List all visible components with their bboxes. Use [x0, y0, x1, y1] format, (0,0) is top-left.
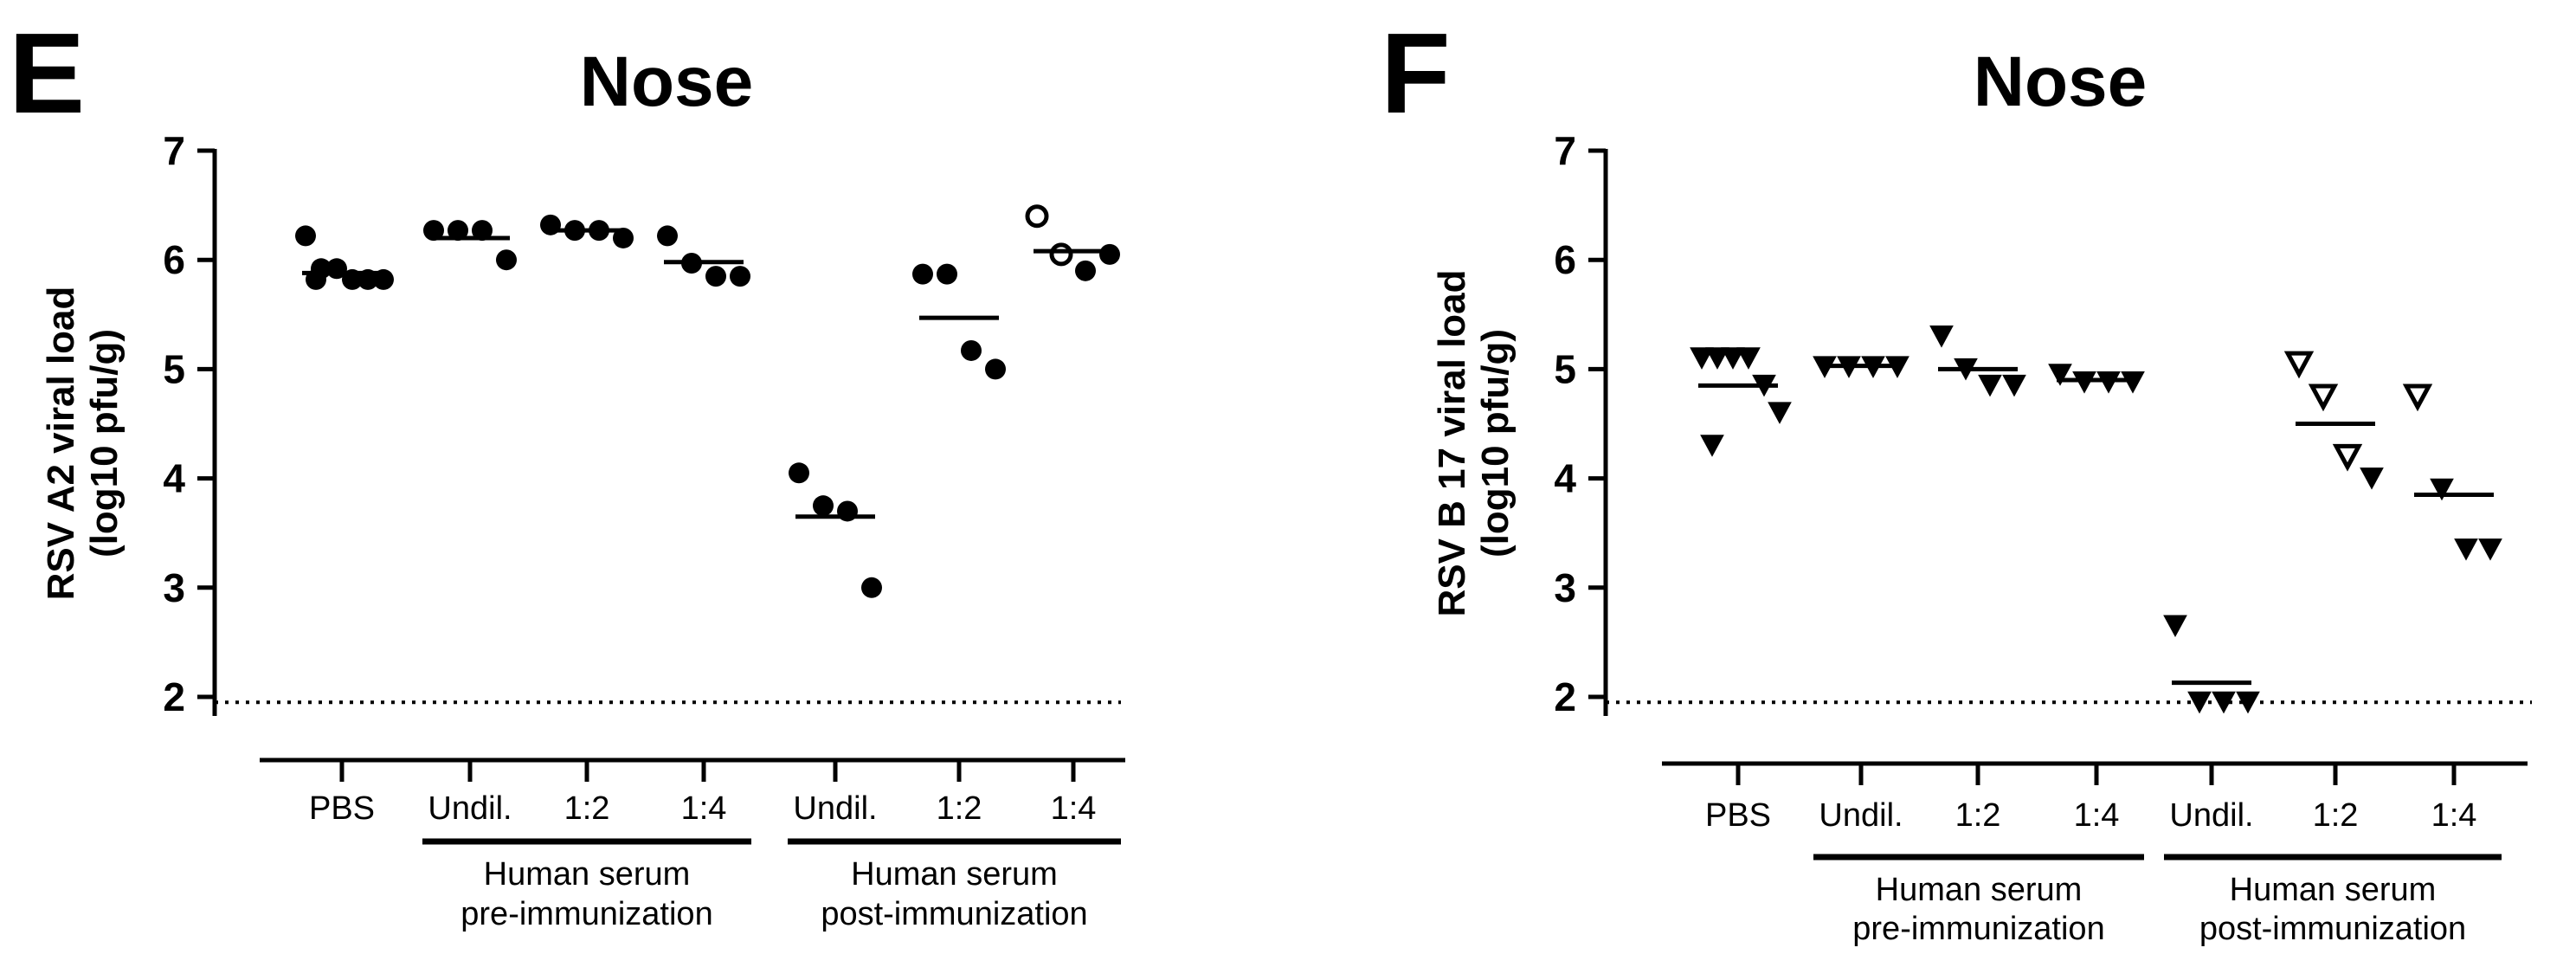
- x-tick-label-e: 1:2: [564, 790, 610, 827]
- y-tick-label-e: 3: [163, 565, 185, 610]
- y-tick-label-f: 4: [1554, 456, 1576, 501]
- data-point-e: [657, 225, 678, 247]
- y-tick-label-e: 5: [163, 346, 185, 391]
- data-point-e: [813, 495, 834, 517]
- y-axis-label-f-line2: (log10 pfu/g): [1474, 329, 1517, 558]
- data-point-e: [912, 263, 933, 285]
- y-tick-label-e: 7: [163, 128, 185, 173]
- chart-title-f: Nose: [1974, 42, 2148, 121]
- data-point-f: [1690, 347, 1714, 370]
- y-tick-label-f: 5: [1554, 346, 1576, 391]
- data-point-f: [2402, 384, 2433, 412]
- x-tick-label-e: Undil.: [793, 790, 877, 827]
- x-tick-label-e: Undil.: [428, 790, 512, 827]
- data-point-e: [730, 266, 750, 287]
- plot-area-f: 2 3 4 5 6 7 PBS Undil. 1:2 1:4 Undil. 1:2 1:4 Human s…: [1554, 128, 2532, 947]
- x-tick-label-e: 1:2: [937, 790, 982, 827]
- data-point-e: [448, 220, 468, 242]
- data-point-f: [2163, 615, 2187, 638]
- data-point-e: [705, 266, 726, 287]
- x-tick-label-f: 1:4: [2074, 797, 2120, 834]
- data-point-f: [2187, 691, 2212, 714]
- data-point-f: [2308, 384, 2339, 412]
- y-axis-label-f-line1: RSV B 17 viral load: [1431, 269, 1473, 616]
- group-label-line2-e: post-immunization: [821, 896, 1087, 932]
- data-point-f: [2096, 371, 2121, 394]
- data-point-e: [613, 227, 634, 248]
- panel-letter-e: E: [9, 10, 85, 137]
- group-label-line2-f: post-immunization: [2199, 911, 2466, 947]
- data-point-e: [1049, 242, 1073, 267]
- data-point-f: [1929, 326, 1954, 348]
- x-tick-label-f: PBS: [1705, 797, 1771, 834]
- data-point-e: [937, 263, 957, 285]
- x-tick-label-f: 1:2: [1955, 797, 2001, 834]
- x-tick-label-e: PBS: [309, 790, 375, 827]
- x-tick-label-f: Undil.: [1819, 797, 1903, 834]
- data-point-e: [423, 220, 444, 242]
- group-label-line1-f: Human serum: [1876, 872, 2083, 908]
- data-point-f: [2283, 351, 2315, 379]
- y-tick-label-f: 6: [1554, 237, 1576, 282]
- data-point-f: [2121, 371, 2145, 394]
- x-tick-label-e: 1:4: [1051, 790, 1097, 827]
- plot-area-e: 2 3 4 5 6 7 PBS Undil. 1:2 1:4 Undil. 1:2 1:4 Human s…: [163, 128, 1125, 932]
- x-tick-label-e: 1:4: [681, 790, 727, 827]
- data-point-e: [472, 220, 493, 242]
- data-point-f: [1721, 347, 1745, 370]
- group-label-line1-f: Human serum: [2230, 872, 2437, 908]
- y-axis-label-e-line1: RSV A2 viral load: [40, 287, 82, 601]
- data-point-f: [2332, 443, 2363, 472]
- y-tick-label-e: 4: [163, 456, 185, 501]
- panel-letter-f: F: [1381, 10, 1451, 137]
- data-point-e: [1025, 204, 1049, 229]
- y-tick-label-e: 6: [163, 237, 185, 282]
- y-tick-label-e: 2: [163, 674, 185, 719]
- data-point-f: [1768, 402, 1792, 424]
- group-label-line1-e: Human serum: [484, 856, 691, 893]
- data-point-f: [1700, 435, 1724, 457]
- data-point-f: [2430, 478, 2454, 501]
- data-point-f: [2454, 538, 2478, 561]
- data-point-f: [1736, 347, 1761, 370]
- data-point-f: [2072, 371, 2096, 394]
- data-point-f: [2478, 538, 2502, 561]
- x-tick-label-f: Undil.: [2169, 797, 2253, 834]
- data-point-f: [1978, 374, 2002, 397]
- y-tick-label-f: 3: [1554, 565, 1576, 610]
- data-point-e: [789, 462, 809, 484]
- y-tick-label-f: 7: [1554, 128, 1576, 173]
- data-point-f: [1705, 347, 1729, 370]
- data-point-f: [2002, 374, 2026, 397]
- data-point-f: [2236, 691, 2260, 714]
- data-point-e: [295, 225, 316, 247]
- data-point-e: [1075, 260, 1096, 281]
- y-axis-label-e-line2: (log10 pfu/g): [83, 329, 126, 558]
- data-point-f: [2360, 467, 2384, 490]
- data-point-e: [1099, 243, 1120, 265]
- data-point-f: [2212, 691, 2236, 714]
- data-point-e: [961, 339, 982, 361]
- x-tick-label-f: 1:4: [2431, 797, 2477, 834]
- data-point-f: [2048, 364, 2072, 386]
- chart-title-e: Nose: [580, 42, 754, 121]
- group-label-line2-e: pre-immunization: [460, 896, 712, 932]
- data-point-e: [985, 358, 1006, 380]
- group-label-line1-e: Human serum: [851, 856, 1058, 893]
- data-point-e: [496, 249, 517, 271]
- data-point-e: [861, 577, 882, 598]
- y-tick-label-f: 2: [1554, 674, 1576, 719]
- group-label-line2-f: pre-immunization: [1852, 911, 2104, 947]
- x-tick-label-f: 1:2: [2313, 797, 2359, 834]
